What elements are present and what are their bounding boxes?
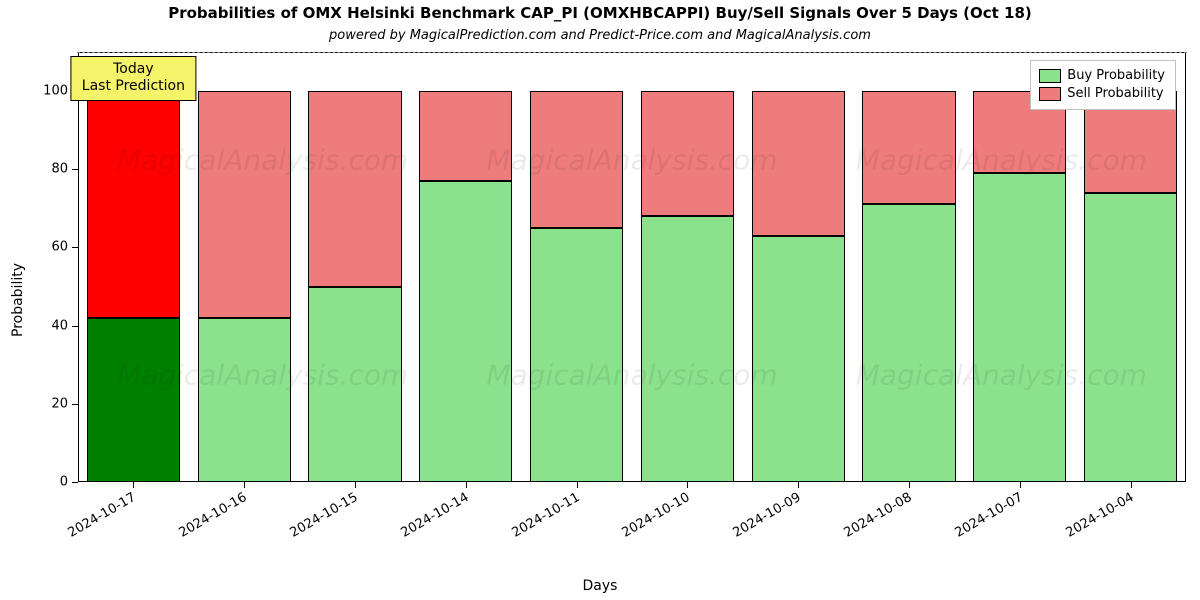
bar-buy (198, 318, 291, 482)
bar-sell (308, 91, 401, 286)
x-tick-label: 2024-10-04 (1063, 490, 1136, 541)
x-tick-mark (1020, 482, 1021, 488)
y-tick-mark (72, 482, 78, 483)
bar-group (530, 91, 623, 482)
bar-sell (87, 91, 180, 318)
bar-buy (641, 216, 734, 482)
bar-sell (419, 91, 512, 181)
bar-sell (752, 91, 845, 236)
bar-buy (308, 287, 401, 482)
legend-item-sell: Sell Probability (1039, 85, 1165, 103)
annotation-line: Last Prediction (82, 78, 185, 96)
bar-group (308, 91, 401, 482)
chart-container: Probabilities of OMX Helsinki Benchmark … (0, 0, 1200, 600)
x-tick-label: 2024-10-16 (177, 490, 250, 541)
x-tick-label: 2024-10-09 (731, 490, 804, 541)
chart-subtitle: powered by MagicalPrediction.com and Pre… (0, 28, 1200, 43)
bars-layer (78, 52, 1186, 482)
bar-group (198, 91, 291, 482)
y-tick-mark (72, 247, 78, 248)
bar-buy (419, 181, 512, 482)
today-annotation: TodayLast Prediction (71, 56, 196, 101)
legend-label-sell: Sell Probability (1067, 85, 1163, 103)
y-tick-mark (72, 326, 78, 327)
bar-group (862, 91, 955, 482)
x-tick-mark (133, 482, 134, 488)
x-tick-label: 2024-10-11 (509, 490, 582, 541)
bar-group (973, 91, 1066, 482)
bar-buy (752, 236, 845, 482)
bar-group (1084, 91, 1177, 482)
x-tick-label: 2024-10-17 (66, 490, 139, 541)
x-tick-label: 2024-10-15 (288, 490, 361, 541)
bar-group (752, 91, 845, 482)
y-tick-mark (72, 404, 78, 405)
x-tick-label: 2024-10-07 (952, 490, 1025, 541)
x-tick-mark (244, 482, 245, 488)
legend: Buy Probability Sell Probability (1030, 60, 1176, 110)
x-tick-mark (466, 482, 467, 488)
y-axis-label: Probability (10, 0, 26, 600)
x-tick-mark (909, 482, 910, 488)
chart-title: Probabilities of OMX Helsinki Benchmark … (0, 4, 1200, 22)
x-tick-mark (798, 482, 799, 488)
x-tick-label: 2024-10-10 (620, 490, 693, 541)
legend-label-buy: Buy Probability (1067, 67, 1165, 85)
x-tick-mark (577, 482, 578, 488)
legend-item-buy: Buy Probability (1039, 67, 1165, 85)
bar-sell (530, 91, 623, 228)
annotation-line: Today (82, 61, 185, 79)
bar-buy (1084, 193, 1177, 482)
x-tick-label: 2024-10-08 (842, 490, 915, 541)
legend-swatch-sell (1039, 87, 1061, 101)
bar-sell (198, 91, 291, 318)
x-tick-label: 2024-10-14 (398, 490, 471, 541)
x-tick-mark (1131, 482, 1132, 488)
bar-buy (973, 173, 1066, 482)
y-tick-mark (72, 169, 78, 170)
bar-group (87, 91, 180, 482)
bar-group (419, 91, 512, 482)
bar-buy (87, 318, 180, 482)
bar-sell (862, 91, 955, 204)
x-axis-label: Days (0, 578, 1200, 594)
bar-buy (530, 228, 623, 482)
bar-group (641, 91, 734, 482)
plot-area: MagicalAnalysis.comMagicalAnalysis.comMa… (78, 52, 1186, 482)
bar-sell (641, 91, 734, 216)
legend-swatch-buy (1039, 69, 1061, 83)
x-tick-mark (687, 482, 688, 488)
bar-buy (862, 204, 955, 482)
x-tick-mark (355, 482, 356, 488)
